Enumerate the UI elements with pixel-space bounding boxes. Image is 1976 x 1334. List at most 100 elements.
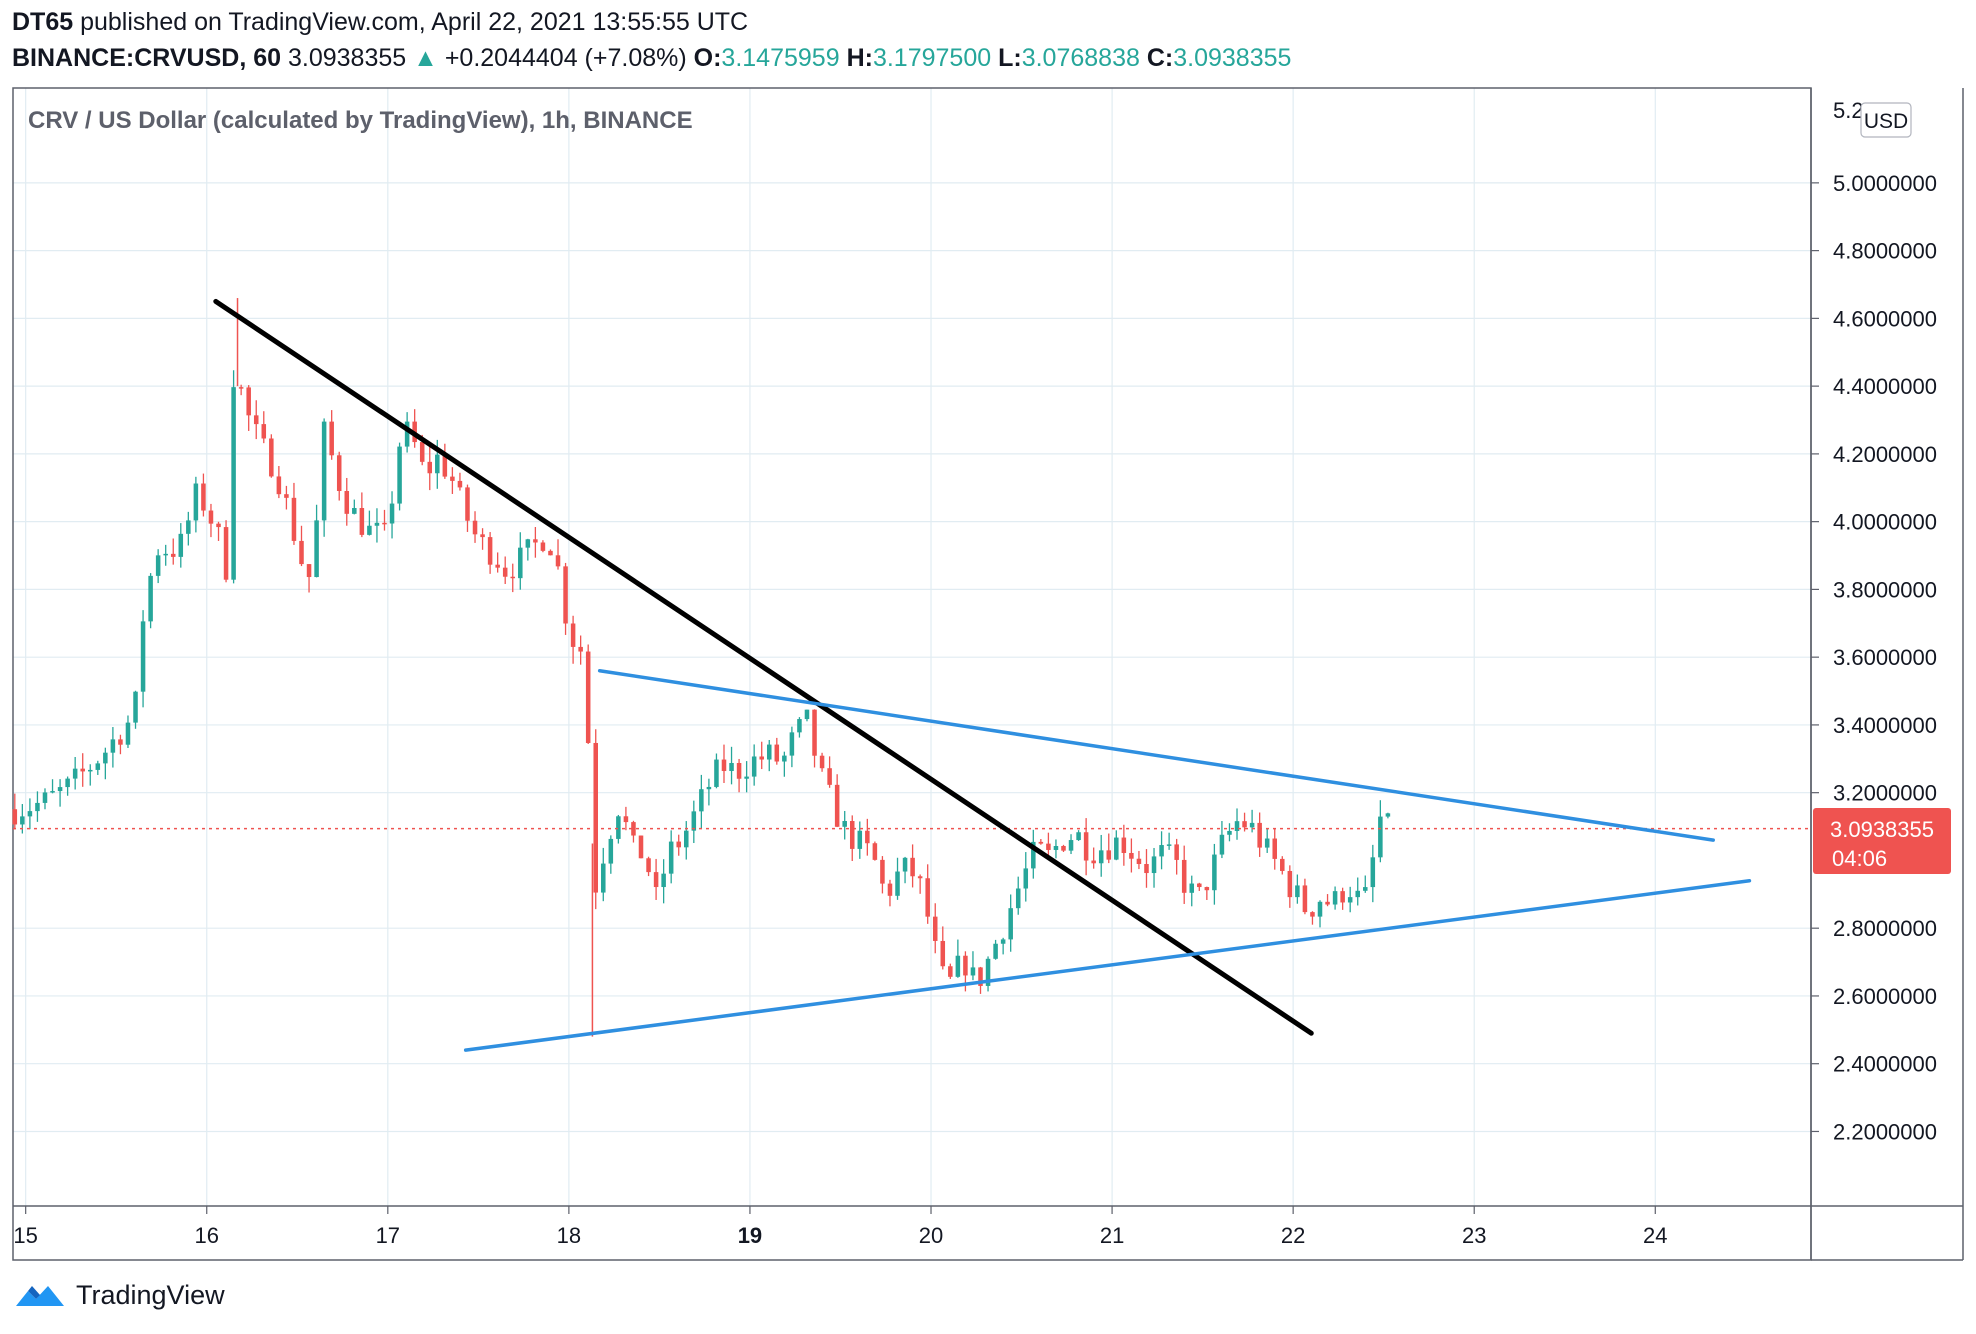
candle-body bbox=[442, 454, 448, 477]
candle-body bbox=[389, 503, 395, 524]
candle-body bbox=[1227, 831, 1232, 835]
candle-body bbox=[631, 822, 636, 836]
candle-body bbox=[932, 916, 938, 941]
candle-body bbox=[691, 811, 697, 831]
candle-body bbox=[163, 553, 168, 556]
candle-body bbox=[12, 809, 18, 825]
candle-body bbox=[616, 816, 621, 839]
open-label: O: bbox=[693, 44, 722, 72]
candle-body bbox=[269, 438, 274, 477]
candle-body bbox=[238, 387, 244, 389]
trendlines[interactable] bbox=[213, 298, 1752, 1052]
candle-body bbox=[336, 455, 342, 491]
candle-body bbox=[472, 520, 478, 535]
publish-info: DT65 published on TradingView.com, April… bbox=[12, 8, 748, 37]
candle-body bbox=[1129, 852, 1134, 859]
candle-body bbox=[887, 883, 893, 896]
candle-body bbox=[1151, 856, 1157, 874]
candle-body bbox=[352, 508, 357, 514]
candle-body bbox=[367, 525, 372, 535]
last-price-value: 3.0938355 bbox=[287, 44, 407, 72]
candle-body bbox=[608, 838, 614, 864]
candle-body bbox=[721, 759, 727, 772]
candle-body bbox=[95, 763, 101, 770]
candle-body bbox=[1385, 813, 1391, 817]
candle-body bbox=[80, 768, 85, 772]
ohlc-header: BINANCE:CRVUSD, 60 3.0938355 ▲ +0.204440… bbox=[12, 44, 1291, 73]
candle-body bbox=[1121, 837, 1127, 853]
candle-body bbox=[661, 873, 666, 888]
low-label: L: bbox=[998, 44, 1022, 72]
close-value: 3.0938355 bbox=[1173, 44, 1292, 72]
x-tick-label: 16 bbox=[195, 1223, 219, 1248]
candle-body bbox=[291, 497, 297, 541]
candle-body bbox=[72, 768, 78, 779]
candle-body bbox=[797, 719, 802, 733]
y-tick-label: 4.8000000 bbox=[1833, 239, 1937, 264]
candle-body bbox=[133, 691, 138, 723]
candle-body bbox=[208, 510, 214, 524]
close-label: C: bbox=[1146, 44, 1174, 72]
candle-body bbox=[1264, 838, 1270, 848]
brand-name: TradingView bbox=[76, 1280, 225, 1310]
x-tick-label: 19 bbox=[738, 1223, 762, 1248]
candle-body bbox=[510, 576, 516, 579]
candle-body bbox=[1053, 846, 1059, 850]
grid bbox=[13, 88, 1811, 1206]
currency-button[interactable]: USD bbox=[1860, 102, 1912, 138]
candle-body bbox=[917, 876, 923, 879]
x-tick-label: 23 bbox=[1462, 1223, 1486, 1248]
candle-body bbox=[1378, 816, 1383, 858]
candle-body bbox=[57, 787, 63, 792]
candle-body bbox=[1234, 821, 1240, 832]
y-tick-label: 3.8000000 bbox=[1833, 577, 1937, 602]
candle-body bbox=[1302, 885, 1308, 913]
candle-body bbox=[125, 722, 131, 745]
candle-body bbox=[774, 744, 780, 762]
candle-body bbox=[1181, 859, 1187, 893]
candle-body bbox=[789, 732, 795, 756]
author-name: DT65 bbox=[12, 8, 74, 36]
candle-body bbox=[1310, 912, 1315, 917]
candle-body bbox=[668, 841, 674, 874]
candle-body bbox=[1197, 883, 1202, 888]
candle-body bbox=[729, 762, 734, 772]
time-axis[interactable]: 15 16 17 18 19 20 21 22 23 24 bbox=[13, 1206, 1668, 1248]
candle-body bbox=[276, 476, 282, 495]
candle-body bbox=[480, 534, 485, 538]
y-tick-label-top: 5.2 bbox=[1833, 98, 1864, 123]
candle-body bbox=[1091, 860, 1096, 864]
candle-body bbox=[585, 651, 591, 743]
candle-body bbox=[525, 539, 531, 548]
x-tick-label: 17 bbox=[376, 1223, 400, 1248]
candle-body bbox=[1038, 841, 1044, 844]
candle-body bbox=[465, 487, 470, 521]
candle-body bbox=[1159, 845, 1164, 857]
candle-body bbox=[1023, 868, 1029, 889]
candle-body bbox=[148, 575, 153, 622]
open-value: 3.1475959 bbox=[721, 44, 840, 72]
candle-body bbox=[1204, 887, 1210, 891]
candle-body bbox=[1295, 885, 1300, 898]
candle-body bbox=[744, 776, 749, 779]
candle-body bbox=[736, 762, 742, 779]
candle-body bbox=[193, 483, 199, 521]
y-tick-label: 4.2000000 bbox=[1833, 442, 1937, 467]
tradingview-logo-icon bbox=[16, 1285, 64, 1306]
candle-body bbox=[548, 550, 553, 556]
candle-body bbox=[676, 841, 681, 848]
candle-body bbox=[910, 857, 915, 877]
price-axis[interactable]: 5.0000000 4.8000000 4.6000000 4.4000000 4.20… bbox=[1811, 98, 1937, 1144]
candle-body bbox=[699, 789, 704, 812]
candle-body bbox=[502, 567, 508, 577]
candle-body bbox=[231, 387, 236, 580]
candle-body bbox=[902, 857, 908, 872]
tradingview-brand[interactable]: TradingView bbox=[14, 1280, 225, 1311]
candle-body bbox=[1355, 890, 1360, 898]
candle-body bbox=[849, 821, 855, 849]
candle-body bbox=[1114, 837, 1119, 860]
candle-body bbox=[1068, 840, 1074, 851]
candle-body bbox=[42, 792, 48, 803]
candle-body bbox=[978, 967, 983, 986]
